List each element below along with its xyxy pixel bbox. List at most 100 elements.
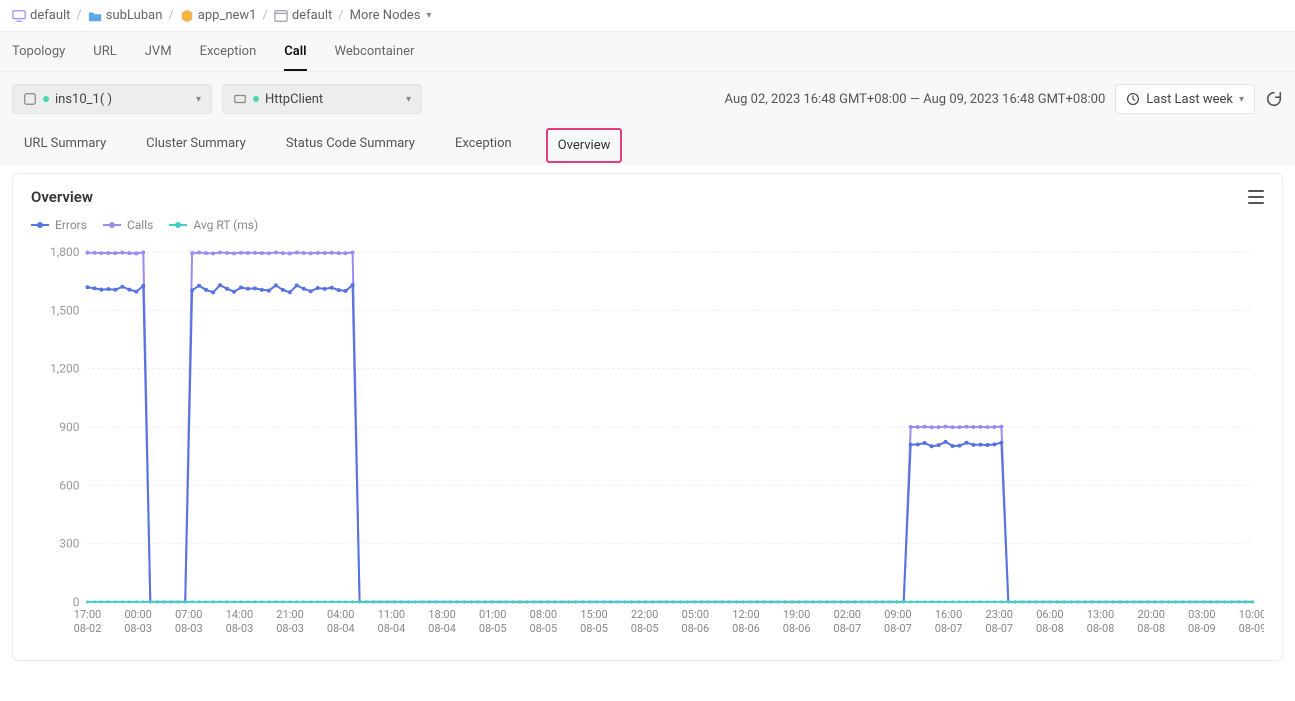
svg-text:08-05: 08-05 xyxy=(479,622,507,635)
svg-text:300: 300 xyxy=(59,537,79,551)
monitor-icon xyxy=(12,9,26,23)
status-dot-icon xyxy=(253,96,259,102)
svg-text:17:00: 17:00 xyxy=(74,608,101,621)
legend-item-calls[interactable]: Calls xyxy=(103,218,153,232)
svg-text:14:00: 14:00 xyxy=(226,608,253,621)
svg-text:04:00: 04:00 xyxy=(327,608,354,621)
svg-text:18:00: 18:00 xyxy=(428,608,455,621)
overview-card: Overview Errors Calls Avg RT (ms) 0 300 600 9… xyxy=(12,173,1283,661)
cube-icon xyxy=(180,9,194,23)
breadcrumb-item-2[interactable]: app_new1 xyxy=(180,8,257,23)
svg-text:08-02: 08-02 xyxy=(74,622,102,635)
window-icon xyxy=(274,9,288,23)
svg-text:03:00: 03:00 xyxy=(1188,608,1215,621)
time-preset-select[interactable]: Last Last week ▾ xyxy=(1115,84,1255,114)
svg-text:600: 600 xyxy=(59,478,79,492)
chart-svg: 0 300 600 900 1,200 1,500 1,800 17:0008-02 00:00… xyxy=(31,242,1264,642)
svg-text:08-04: 08-04 xyxy=(378,622,406,635)
svg-text:08-09: 08-09 xyxy=(1239,622,1264,635)
time-range-text: Aug 02, 2023 16:48 GMT+08:00 — Aug 09, 2… xyxy=(725,92,1106,107)
svg-text:08-03: 08-03 xyxy=(124,622,152,635)
sub-tab-url-summary[interactable]: URL Summary xyxy=(18,126,112,165)
legend-label: Calls xyxy=(127,218,153,232)
main-tab-webcontainer[interactable]: Webcontainer xyxy=(335,32,415,71)
breadcrumb-label-1: subLuban xyxy=(106,8,163,23)
svg-text:1,800: 1,800 xyxy=(50,245,80,259)
svg-text:20:00: 20:00 xyxy=(1137,608,1164,621)
svg-text:16:00: 16:00 xyxy=(935,608,962,621)
main-tab-topology[interactable]: Topology xyxy=(12,32,65,71)
sub-tab-exception[interactable]: Exception xyxy=(449,126,518,165)
main-tab-exception[interactable]: Exception xyxy=(200,32,257,71)
svg-text:08-08: 08-08 xyxy=(1137,622,1165,635)
legend-label: Avg RT (ms) xyxy=(193,218,258,232)
legend-swatch-icon xyxy=(31,221,49,229)
svg-text:12:00: 12:00 xyxy=(732,608,759,621)
svg-text:0: 0 xyxy=(73,595,80,609)
legend-item-avg_rt[interactable]: Avg RT (ms) xyxy=(169,218,258,232)
breadcrumb-item-1[interactable]: subLuban xyxy=(88,8,163,23)
filter-row: ins10_1( ) ▾ HttpClient ▾ Aug 02, 2023 1… xyxy=(0,72,1295,126)
client-icon xyxy=(233,92,247,106)
svg-text:08-07: 08-07 xyxy=(833,622,861,635)
breadcrumb-label-3: default xyxy=(292,8,332,23)
svg-text:08-04: 08-04 xyxy=(327,622,355,635)
svg-text:08-05: 08-05 xyxy=(631,622,659,635)
svg-text:900: 900 xyxy=(59,420,79,434)
chevron-down-icon: ▾ xyxy=(406,94,411,105)
legend-item-errors[interactable]: Errors xyxy=(31,218,87,232)
svg-text:19:00: 19:00 xyxy=(783,608,810,621)
chevron-down-icon: ▾ xyxy=(1239,94,1244,105)
breadcrumb-label-2: app_new1 xyxy=(198,8,257,23)
svg-text:07:00: 07:00 xyxy=(175,608,202,621)
breadcrumb-more-nodes[interactable]: More Nodes ▾ xyxy=(350,8,432,23)
main-tab-url[interactable]: URL xyxy=(93,32,116,71)
svg-text:01:00: 01:00 xyxy=(479,608,506,621)
status-dot-icon xyxy=(43,96,49,102)
breadcrumb-item-0[interactable]: default xyxy=(12,8,70,23)
svg-text:08-05: 08-05 xyxy=(529,622,557,635)
svg-text:08-03: 08-03 xyxy=(276,622,304,635)
svg-text:02:00: 02:00 xyxy=(834,608,861,621)
svg-text:10:00: 10:00 xyxy=(1239,608,1264,621)
client-select[interactable]: HttpClient ▾ xyxy=(222,84,422,114)
sub-tab-overview[interactable]: Overview xyxy=(546,128,623,163)
client-select-value: HttpClient xyxy=(265,92,400,107)
instance-select[interactable]: ins10_1( ) ▾ xyxy=(12,84,212,114)
sub-tab-cluster-summary[interactable]: Cluster Summary xyxy=(140,126,252,165)
svg-text:08-08: 08-08 xyxy=(1087,622,1115,635)
refresh-button[interactable] xyxy=(1265,90,1283,108)
svg-text:08-09: 08-09 xyxy=(1188,622,1216,635)
main-tab-jvm[interactable]: JVM xyxy=(145,32,172,71)
folder-icon xyxy=(88,9,102,23)
legend-swatch-icon xyxy=(169,221,187,229)
svg-text:08-06: 08-06 xyxy=(681,622,709,635)
sub-tab-status-code-summary[interactable]: Status Code Summary xyxy=(280,126,421,165)
instance-icon xyxy=(23,92,37,106)
svg-text:13:00: 13:00 xyxy=(1087,608,1114,621)
card-header: Overview xyxy=(31,188,1264,206)
sub-tabs: URL Summary Cluster Summary Status Code Su… xyxy=(0,126,1295,165)
svg-text:08-05: 08-05 xyxy=(580,622,608,635)
svg-text:22:00: 22:00 xyxy=(631,608,658,621)
time-preset-value: Last Last week xyxy=(1146,92,1233,107)
legend-label: Errors xyxy=(55,218,87,232)
svg-text:09:00: 09:00 xyxy=(884,608,911,621)
legend-swatch-icon xyxy=(103,221,121,229)
breadcrumb-more-label: More Nodes xyxy=(350,8,421,23)
main-tabs: Topology URL JVM Exception Call Webcontainer xyxy=(0,31,1295,72)
breadcrumb-item-3[interactable]: default xyxy=(274,8,332,23)
svg-text:08-04: 08-04 xyxy=(428,622,456,635)
svg-text:1,500: 1,500 xyxy=(50,303,80,317)
svg-text:08-03: 08-03 xyxy=(226,622,254,635)
breadcrumb: default / subLuban / app_new1 / default … xyxy=(0,0,1295,31)
svg-text:08-07: 08-07 xyxy=(884,622,912,635)
card-menu-button[interactable] xyxy=(1248,190,1264,204)
chevron-down-icon: ▾ xyxy=(196,94,201,105)
card-title: Overview xyxy=(31,188,93,206)
svg-text:00:00: 00:00 xyxy=(124,608,151,621)
main-tab-call[interactable]: Call xyxy=(284,32,306,71)
svg-text:21:00: 21:00 xyxy=(276,608,303,621)
svg-text:08-06: 08-06 xyxy=(783,622,811,635)
svg-text:1,200: 1,200 xyxy=(50,362,80,376)
